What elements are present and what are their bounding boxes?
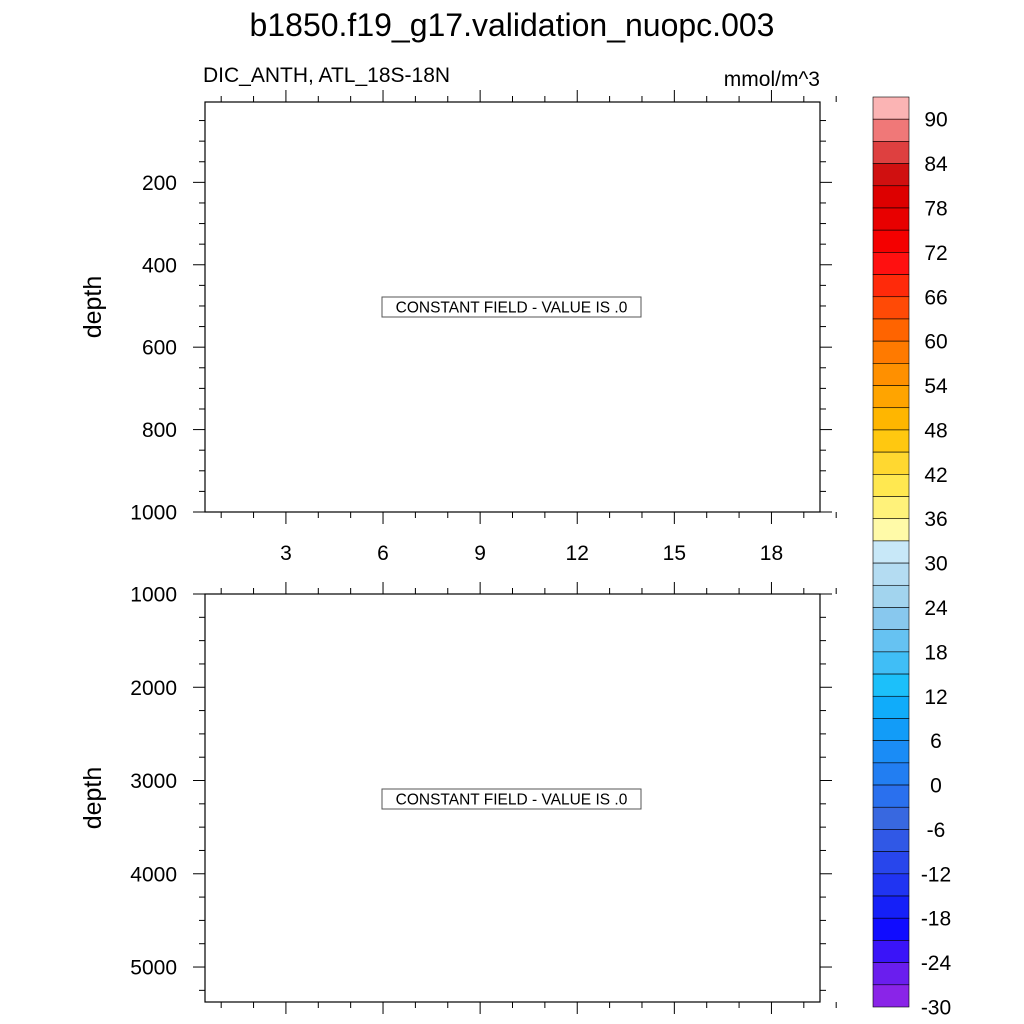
colorbar-label: 36 <box>924 508 947 531</box>
colorbar-label: 30 <box>924 553 947 576</box>
colorbar-label: 54 <box>924 375 948 398</box>
lower-depth-panel: 1000 2000 3000 4000 5000 depth CONSTANT FIEL… <box>79 582 837 1014</box>
colorbar-swatch <box>872 962 910 986</box>
colorbar-label: 12 <box>924 686 947 709</box>
x-tick-label: 9 <box>474 542 486 565</box>
colorbar-swatch <box>872 363 910 386</box>
upper-y-tick-label: 800 <box>142 419 177 442</box>
colorbar-swatch <box>872 318 910 342</box>
colorbar-swatch <box>872 917 910 941</box>
colorbar-label: 6 <box>930 730 942 753</box>
colorbar-swatch <box>872 984 910 1008</box>
lower-depth-label: depth <box>79 767 107 830</box>
colorbar-swatch <box>872 185 910 209</box>
units-label: mmol/m^3 <box>724 68 820 91</box>
upper-y-tick-label: 1000 <box>130 502 177 525</box>
colorbar-swatch <box>872 118 910 142</box>
x-tick-label: 12 <box>566 542 589 565</box>
colorbar-swatch <box>872 651 910 675</box>
colorbar-swatch <box>872 340 910 364</box>
colorbar-swatch <box>872 873 910 897</box>
colorbar-swatch <box>872 718 910 741</box>
colorbar-swatch <box>872 252 910 275</box>
x-tick-label: 18 <box>760 542 783 565</box>
colorbar: 908478726660544842363024181260-6-12-18-2… <box>872 96 952 1020</box>
colorbar-swatch <box>872 940 910 963</box>
upper-y-tick-label: 600 <box>142 337 177 360</box>
colorbar-swatch <box>872 518 910 542</box>
colorbar-swatch <box>872 695 910 719</box>
colorbar-swatch <box>872 562 910 586</box>
x-tick-label: 6 <box>377 542 389 565</box>
lower-y-tick-label: 1000 <box>130 584 177 607</box>
upper-panel-ticks: 200 400 600 800 1000 <box>130 90 837 525</box>
variable-label: DIC_ANTH, ATL_18S-18N <box>203 64 450 87</box>
colorbar-swatch <box>872 496 910 520</box>
colorbar-label: -30 <box>921 997 951 1020</box>
colorbar-swatch <box>872 163 910 187</box>
upper-depth-panel: 200 400 600 800 1000 depth CONSTANT FIELD - … <box>79 90 837 525</box>
lower-y-tick-label: 5000 <box>130 957 177 980</box>
colorbar-swatch <box>872 829 910 852</box>
colorbar-swatch <box>872 274 910 298</box>
x-tick-labels: 3 6 9 12 15 18 <box>280 542 783 565</box>
colorbar-label: -6 <box>927 819 946 842</box>
colorbar-swatch <box>872 851 910 875</box>
colorbar-label: 78 <box>924 197 947 220</box>
colorbar-swatch <box>872 629 910 653</box>
colorbar-swatch <box>872 229 910 253</box>
upper-y-tick-label: 400 <box>142 254 177 277</box>
colorbar-swatch <box>872 451 910 475</box>
colorbar-label: 84 <box>924 153 948 176</box>
colorbar-label: -12 <box>921 863 951 886</box>
lower-panel-ticks: 1000 2000 3000 4000 5000 <box>130 582 837 1014</box>
x-tick-label: 3 <box>280 542 292 565</box>
upper-y-tick-label: 200 <box>142 172 177 195</box>
chart-title: b1850.f19_g17.validation_nuopc.003 <box>250 7 775 43</box>
colorbar-label: 42 <box>924 464 947 487</box>
colorbar-label: -24 <box>921 952 952 975</box>
colorbar-label: 66 <box>924 286 947 309</box>
lower-constant-field-note: CONSTANT FIELD - VALUE IS .0 <box>381 788 642 810</box>
colorbar-swatch <box>872 141 910 164</box>
colorbar-label: 72 <box>924 242 947 265</box>
colorbar-label: 48 <box>924 419 947 442</box>
colorbar-swatch <box>872 673 910 697</box>
colorbar-swatch <box>872 784 910 808</box>
colorbar-swatch <box>872 96 910 120</box>
colorbar-swatch <box>872 385 910 409</box>
lower-y-tick-label: 2000 <box>130 677 177 700</box>
lower-constant-field-text: CONSTANT FIELD - VALUE IS .0 <box>396 792 628 809</box>
colorbar-swatch <box>872 740 910 764</box>
colorbar-swatch <box>872 762 910 786</box>
x-tick-label: 15 <box>663 542 686 565</box>
lower-y-tick-label: 3000 <box>130 770 177 793</box>
colorbar-label: 60 <box>924 331 947 354</box>
colorbar-label: -18 <box>921 908 951 931</box>
colorbar-swatch <box>872 806 910 830</box>
colorbar-swatch <box>872 296 910 320</box>
colorbar-swatch <box>872 474 910 497</box>
lower-y-tick-label: 4000 <box>130 863 177 886</box>
colorbar-label: 24 <box>924 597 948 620</box>
upper-constant-field-note: CONSTANT FIELD - VALUE IS .0 <box>381 296 642 318</box>
colorbar-swatch <box>872 540 910 564</box>
upper-constant-field-text: CONSTANT FIELD - VALUE IS .0 <box>396 300 628 317</box>
colorbar-swatch <box>872 895 910 919</box>
colorbar-label: 18 <box>924 641 947 664</box>
colorbar-swatch <box>872 584 910 608</box>
colorbar-swatch <box>872 607 910 630</box>
colorbar-swatch <box>872 429 910 453</box>
colorbar-label: 90 <box>924 109 947 132</box>
colorbar-swatch <box>872 407 910 431</box>
upper-depth-label: depth <box>79 276 107 339</box>
colorbar-swatch <box>872 207 910 231</box>
colorbar-label: 0 <box>930 775 942 798</box>
